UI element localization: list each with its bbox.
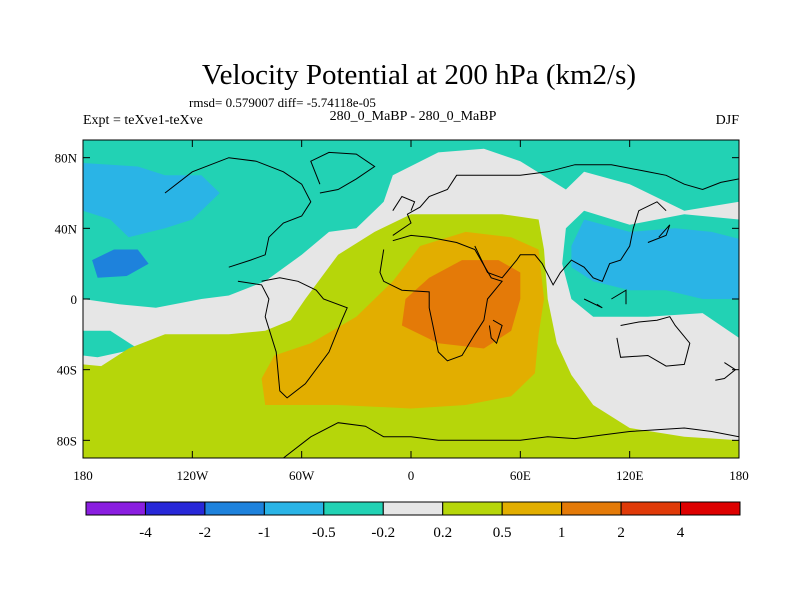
coastline-9 (647, 224, 671, 243)
y-axis-ticks: 80N 40N 0 40S 80S (55, 151, 739, 448)
coastline-1 (237, 277, 348, 399)
y-tick-label: 80N (55, 151, 78, 166)
colorbar-box (144, 501, 206, 516)
colorbar-label: 0.2 (433, 525, 452, 541)
x-tick-label: 180 (729, 468, 749, 483)
right-label: DJF (716, 113, 740, 128)
coastline-3 (310, 151, 376, 194)
x-tick-label: 180 (73, 468, 93, 483)
colorbar-box (620, 501, 682, 516)
colorbar-box (263, 501, 325, 516)
contour-regions (83, 140, 739, 458)
colorbar-box (442, 501, 503, 516)
colorbar-label: -4 (139, 525, 152, 541)
colorbar-label: -0.2 (371, 525, 395, 541)
colorbar-label: 2 (617, 525, 625, 541)
colorbar-box (382, 501, 444, 516)
colorbar-box (501, 501, 563, 516)
x-axis-ticks: 180 120W 60W 0 60E 120E 180 (73, 140, 749, 483)
region-dark-orange-core (401, 260, 521, 349)
region-nh-cyan-band (83, 140, 739, 308)
map-area (83, 140, 739, 458)
coastline-11 (611, 289, 627, 305)
x-tick-label: 120E (616, 468, 644, 483)
colorbar-box (85, 501, 146, 516)
region-asia-blue-patch (571, 219, 739, 299)
coastline-6 (392, 164, 739, 236)
coastline-0 (283, 422, 739, 458)
center-label: 280_0_MaBP - 280_0_MaBP (330, 109, 497, 124)
coastline-12 (616, 316, 691, 367)
chart-title: Velocity Potential at 200 hPa (km2/s) (202, 59, 636, 91)
colorbar-box (561, 501, 622, 516)
region-pacific-blue-patch (83, 163, 220, 238)
region-se-pacific-cyan (83, 330, 138, 358)
colorbar-label: 0.5 (493, 525, 512, 541)
x-tick-label: 120W (176, 468, 209, 483)
coastline-10 (583, 298, 603, 309)
y-tick-label: 40S (57, 363, 77, 378)
colorbar-label: -2 (199, 525, 212, 541)
region-pacific-core (92, 249, 149, 278)
coastline-8 (392, 195, 416, 211)
colorbar-label: -0.5 (312, 525, 336, 541)
x-tick-label: 60W (289, 468, 315, 483)
colorbar-box (680, 501, 741, 516)
colorbar-label: 1 (558, 525, 566, 541)
colorbar: -4 -2 -1 -0.5 -0.2 0.2 0.5 1 2 4 (85, 501, 741, 541)
colorbar-label: 4 (677, 525, 685, 541)
coastline-7 (474, 201, 667, 286)
left-label: Expt = teXve1-teXve (83, 113, 203, 128)
y-tick-label: 40N (55, 221, 78, 236)
coastline-2 (164, 157, 312, 268)
coastline-4 (379, 234, 503, 362)
x-tick-label: 0 (408, 468, 415, 483)
y-tick-label: 0 (71, 292, 78, 307)
x-tick-label: 60E (510, 468, 531, 483)
colorbar-label: -1 (258, 525, 271, 541)
colorbar-box (204, 501, 265, 516)
coastlines (164, 151, 739, 458)
stats-label: rmsd= 0.579007 diff= -5.74118e-05 (189, 95, 376, 110)
y-tick-label: 80S (57, 433, 77, 448)
coastline-5 (488, 319, 503, 345)
coastline-13 (715, 362, 737, 381)
colorbar-box (323, 501, 384, 516)
